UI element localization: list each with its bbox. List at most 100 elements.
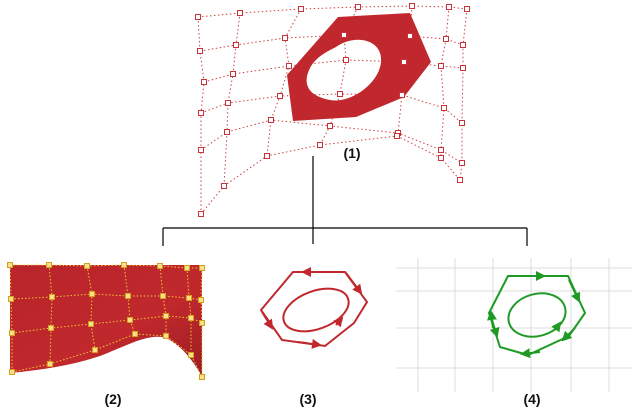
panel3-inner-loop [282,287,350,333]
panel4-parameter-space [396,258,632,392]
panel1-control-point [264,153,270,159]
panel1-net-column [197,16,205,214]
panel2-control-point [186,295,192,301]
panel1-net-column [440,6,450,158]
panel1-control-point [438,63,444,69]
panel1-control-point [237,10,243,16]
panel1-control-point [355,4,361,10]
panel2-control-point [89,291,95,297]
panel2-control-point [199,265,205,271]
panel2-control-point [46,262,52,268]
panel1-control-point [409,3,415,9]
panel1-control-point [443,36,449,42]
panel2-control-point [121,262,127,268]
panel2-control-point [132,331,138,337]
panel1-net-row [200,135,461,215]
panel1-control-point [268,117,274,123]
panel4-arrow-bottom [520,348,541,359]
panel1-control-point [441,105,447,111]
panel2-control-point [184,265,190,271]
panel3-label: (3) [299,391,317,407]
panel1-net-column [223,12,241,187]
panel1-control-point [198,211,204,217]
panel1-control-point [317,142,323,148]
panel2-control-point [48,325,54,331]
panel1-control-point [401,59,407,65]
panel1-net-column [459,8,468,181]
panel2-control-point [188,352,194,358]
panel2-control-point [163,313,169,319]
panel2-control-point [8,296,14,302]
panel2-control-point [84,263,90,269]
panel1-net-column [266,8,302,157]
panel4-inner-arrow [551,321,562,333]
panel2-control-point [199,374,205,380]
panel2-net-column [123,264,136,335]
panel4-label: (4) [523,391,541,407]
panel1-control-point [459,160,465,166]
panel2-control-point [9,330,15,336]
panel1-control-net [195,3,470,217]
panel1-control-point [198,147,204,153]
panel4-arrow-right [568,279,581,303]
panel1-control-point [277,93,283,99]
panel1-control-point [460,42,466,48]
panel1-control-point [286,63,292,69]
panel4-arrow-left-down [489,319,500,338]
panel2-control-point [163,333,169,339]
panel2-control-point [157,263,163,269]
panel1-control-point [337,91,343,97]
panel1-control-point [221,183,227,189]
panel1-control-point [457,177,463,183]
panel1-net-column [319,6,359,146]
panel1-control-point [198,110,204,116]
panel2-net-column [159,265,167,336]
panel1-control-point [230,71,236,77]
panel3-inner-arrow [332,316,344,328]
panel4-inner-loop [507,292,567,338]
panel3-arrow-left [261,311,274,330]
panel2-control-point [9,369,15,375]
panel2-surface-patch [10,265,202,377]
panel2-control-point [47,361,53,367]
panel3-arrow-right [345,272,363,295]
panel1-trimmed-surface [287,13,431,121]
panel2-net-column [9,264,13,372]
panel1-control-point [438,155,444,161]
panel2-control-point [125,293,131,299]
panel1-control-point [298,6,304,12]
panel2-label: (2) [104,391,122,407]
panel1-control-point [438,147,444,153]
panel2-base-surface [7,262,205,380]
connector-tree [162,156,528,246]
panel3-trim-loops [259,267,369,349]
panel2-control-point [198,297,204,303]
panel1-label: (1) [343,145,361,161]
panel1-control-point [233,42,239,48]
panel1-control-point [224,129,230,135]
panel1-control-point [464,6,470,12]
panel1-control-point [446,4,452,10]
panel2-control-point [49,294,55,300]
panel2-control-point [160,293,166,299]
panel1-control-point [197,48,203,54]
panel1-control-point [195,14,201,20]
panel1-control-point [407,33,413,39]
panel1-control-point [459,120,465,126]
panel1-control-point [282,35,288,41]
panel3-outer-loop [259,271,369,348]
panel1-control-point [201,79,207,85]
panel1-control-point [225,100,231,106]
panel2-net-column [186,267,192,355]
panel2-net-column [48,264,53,365]
panel4-arrow-bottom-right [561,327,576,342]
panel1-control-point [394,133,400,139]
panel2-control-point [127,317,133,323]
panel3-arrow-bottom [297,338,322,349]
panel1-control-point [327,123,333,129]
panel1-control-point [341,32,347,38]
panel2-control-point [7,262,13,268]
panel2-control-point [188,315,194,321]
panel2-control-point [92,347,98,353]
panel1-control-point [399,92,405,98]
